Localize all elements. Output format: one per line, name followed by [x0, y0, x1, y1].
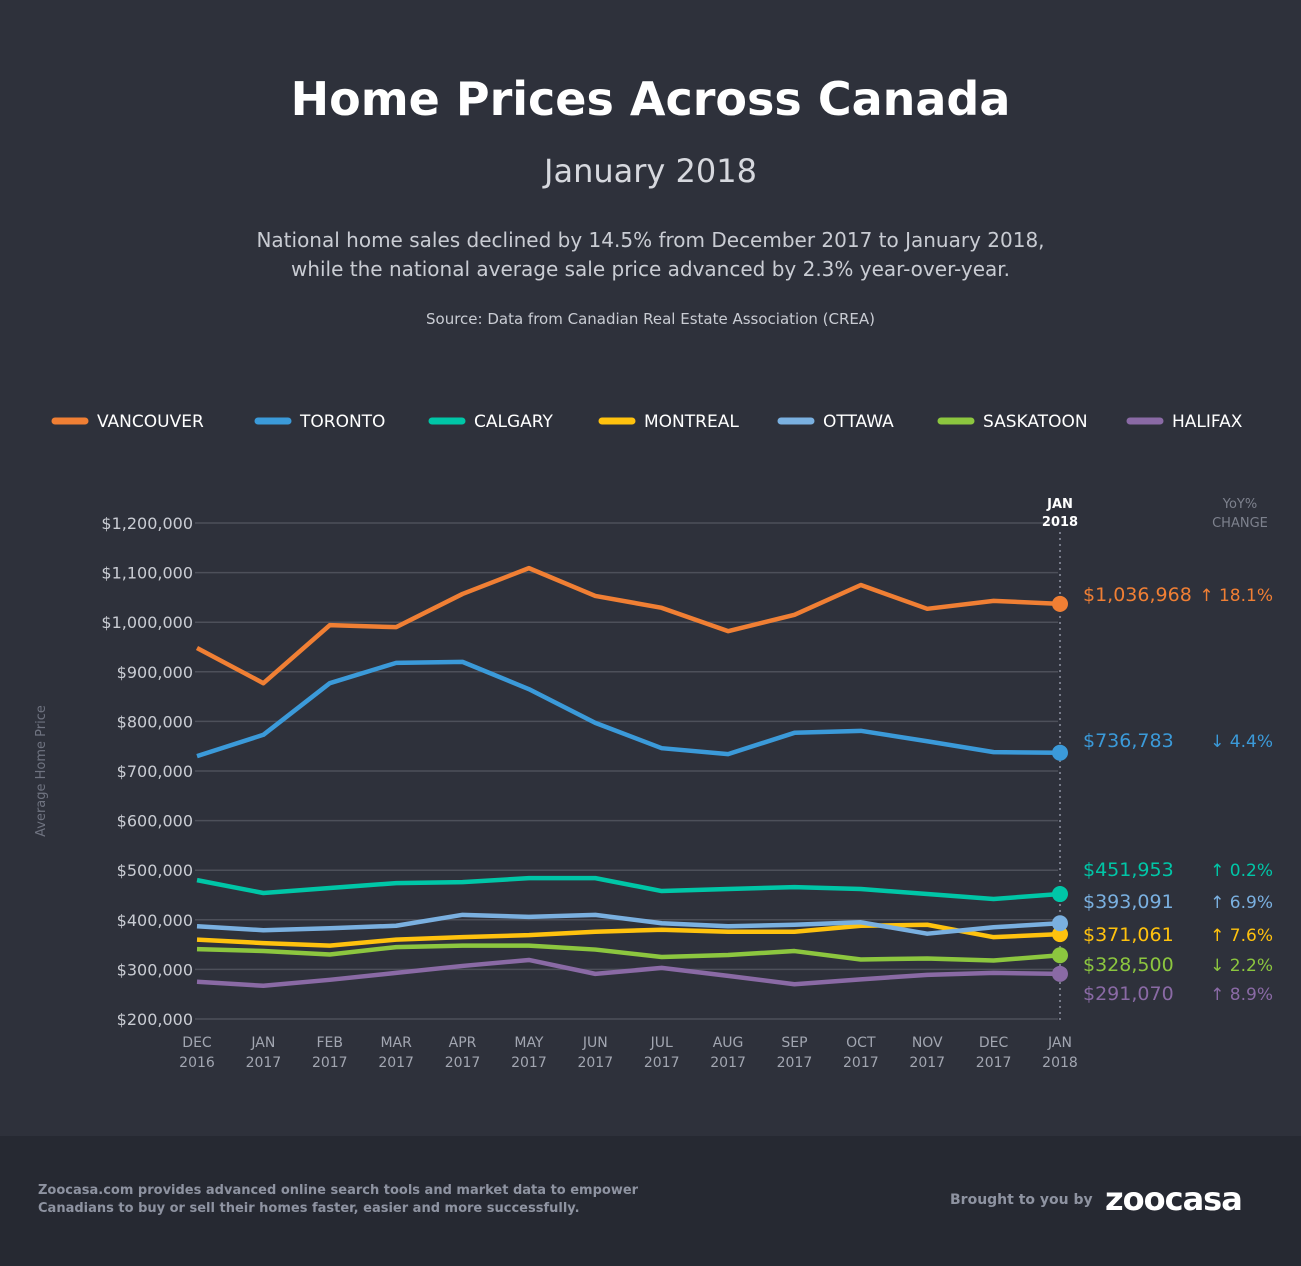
y-tick-label: $400,000: [117, 911, 193, 930]
footer-line: Canadians to buy or sell their homes fas…: [38, 1201, 580, 1216]
x-tick-label: FEB: [317, 1035, 344, 1051]
yoy-label: ↑ 8.9%: [1210, 985, 1273, 1005]
x-tick-label: MAY: [514, 1035, 544, 1051]
x-tick-label: 2017: [976, 1055, 1012, 1071]
legend-label: HALIFAX: [1172, 412, 1243, 432]
x-tick-label: SEP: [781, 1035, 807, 1051]
footer: Zoocasa.com provides advanced online sea…: [0, 1136, 1301, 1266]
yoy-label: ↑ 18.1%: [1199, 586, 1273, 606]
legend-label: CALGARY: [474, 412, 553, 432]
series-line-calgary: [196, 875, 1061, 902]
value-label: $736,783: [1083, 730, 1174, 752]
legend-label: MONTREAL: [644, 412, 739, 432]
yoy-label: ↓ 4.4%: [1210, 732, 1273, 752]
y-tick-label: $800,000: [117, 712, 193, 731]
x-tick-label: APR: [449, 1035, 477, 1051]
yoy-header: CHANGE: [1212, 516, 1268, 531]
y-tick-label: $900,000: [117, 663, 193, 682]
legend-label: SASKATOON: [983, 412, 1088, 432]
chart-subtitle: January 2018: [544, 152, 757, 190]
x-tick-label: JUL: [650, 1035, 673, 1051]
series-endpoint: [1052, 947, 1068, 964]
y-tick-label: $1,200,000: [101, 514, 193, 533]
series-endpoint: [1052, 595, 1068, 612]
legend-label: OTTAWA: [823, 412, 894, 432]
brought-by: Brought to you by: [950, 1192, 1093, 1208]
zoocasa-logo[interactable]: zoocasa: [1105, 1180, 1243, 1218]
chart-title: Home Prices Across Canada: [290, 72, 1011, 126]
value-label: $371,061: [1083, 924, 1174, 946]
x-tick-label: 2017: [246, 1055, 282, 1071]
x-tick-label: 2017: [445, 1055, 481, 1071]
y-tick-label: $500,000: [117, 861, 193, 880]
x-tick-label: AUG: [713, 1035, 744, 1051]
yoy-label: ↓ 2.2%: [1210, 956, 1273, 976]
legend-label: VANCOUVER: [97, 412, 204, 432]
series-line-toronto: [196, 659, 1061, 759]
latest-label: JAN: [1046, 497, 1073, 512]
source-note: Source: Data from Canadian Real Estate A…: [426, 310, 875, 328]
y-tick-label: $300,000: [117, 960, 193, 979]
legend-label: TORONTO: [299, 412, 385, 432]
y-axis-label: Average Home Price: [34, 705, 49, 837]
x-tick-label: 2017: [312, 1055, 348, 1071]
y-tick-label: $700,000: [117, 762, 193, 781]
x-tick-label: 2017: [577, 1055, 613, 1071]
y-tick-label: $600,000: [117, 812, 193, 831]
series-endpoint: [1052, 965, 1068, 982]
series-line-ottawa: [196, 912, 1061, 936]
x-tick-label: 2017: [843, 1055, 879, 1071]
footer-text: Zoocasa.com provides advanced online sea…: [38, 1182, 638, 1218]
yoy-label: ↑ 7.6%: [1210, 926, 1273, 946]
x-tick-label: 2017: [909, 1055, 945, 1071]
x-tick-label: JAN: [1047, 1035, 1072, 1051]
series-line-halifax: [196, 957, 1061, 989]
value-label: $393,091: [1083, 891, 1174, 913]
value-label: $1,036,968: [1083, 584, 1192, 606]
line-chart: $200,000 $300,000 $400,000 $500,000 $600,000…: [34, 412, 1273, 1071]
x-tick-label: 2017: [777, 1055, 813, 1071]
y-tick-label: $200,000: [117, 1010, 193, 1029]
x-tick-label: NOV: [912, 1035, 943, 1051]
description-line: while the national average sale price ad…: [290, 257, 1011, 281]
value-label: $291,070: [1083, 983, 1174, 1005]
x-tick-label: MAR: [380, 1035, 412, 1051]
x-tick-label: DEC: [182, 1035, 212, 1051]
x-tick-label: 2017: [644, 1055, 680, 1071]
x-tick-label: 2017: [710, 1055, 746, 1071]
series-line-saskatoon: [196, 943, 1061, 963]
yoy-label: ↑ 6.9%: [1210, 893, 1273, 913]
value-label: $328,500: [1083, 954, 1174, 976]
x-tick-label: 2016: [179, 1055, 215, 1071]
yoy-header: YoY%: [1222, 497, 1257, 512]
footer-line: Zoocasa.com provides advanced online sea…: [38, 1183, 639, 1198]
series-endpoint: [1052, 744, 1068, 761]
x-tick-label: 2018: [1042, 1055, 1078, 1071]
y-tick-label: $1,100,000: [101, 564, 193, 583]
x-tick-label: OCT: [846, 1035, 876, 1051]
latest-label: 2018: [1042, 515, 1078, 530]
x-tick-label: JAN: [250, 1035, 275, 1051]
x-tick-label: JUN: [582, 1035, 608, 1051]
series-line-vancouver: [195, 565, 1061, 686]
description: National home sales declined by 14.5% fr…: [0, 226, 1301, 284]
x-tick-label: 2017: [511, 1055, 547, 1071]
yoy-label: ↑ 0.2%: [1210, 861, 1273, 881]
x-tick-label: 2017: [378, 1055, 414, 1071]
description-line: National home sales declined by 14.5% fr…: [256, 228, 1045, 252]
series-endpoint: [1052, 915, 1068, 932]
x-tick-label: DEC: [979, 1035, 1009, 1051]
y-tick-label: $1,000,000: [101, 613, 193, 632]
value-label: $451,953: [1083, 859, 1174, 881]
series-line-montreal: [196, 922, 1061, 948]
series-endpoint: [1052, 886, 1068, 903]
